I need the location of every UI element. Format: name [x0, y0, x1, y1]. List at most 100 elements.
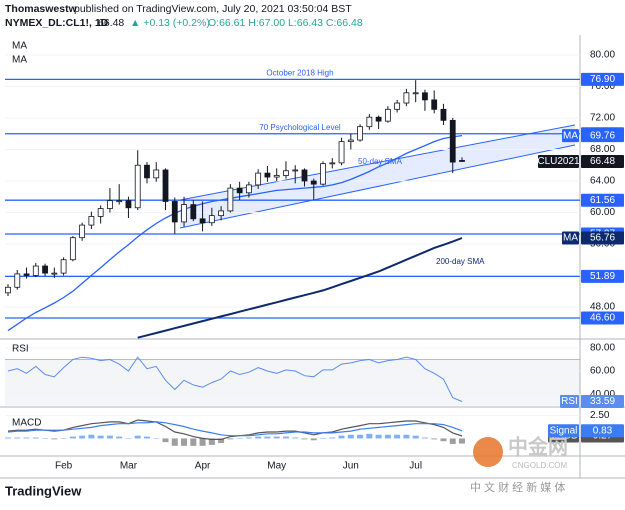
macd-histogram-bar — [301, 438, 308, 440]
macd-histogram-bar — [245, 437, 252, 439]
level-price-label-box — [581, 193, 624, 207]
trend-line — [179, 124, 576, 201]
macd-histogram-bar — [421, 437, 428, 439]
candle-body — [292, 169, 299, 172]
plot-layer: 48.0052.0056.0060.0064.0068.0072.0076.00… — [5, 41, 624, 472]
y-tick-label: 80.00 — [590, 50, 615, 61]
x-tick-label: Apr — [195, 461, 211, 472]
candle-body — [403, 92, 410, 104]
macd-histogram-bar — [449, 438, 456, 444]
last-price-label-box — [581, 154, 624, 168]
macd-histogram-bar — [125, 438, 132, 439]
candle-body — [227, 187, 234, 212]
y-tick-label: 72.00 — [590, 113, 615, 124]
moving-average — [137, 237, 463, 339]
author: Thomaswestw — [5, 3, 78, 15]
candle-body — [431, 99, 438, 110]
rsi-band — [5, 359, 580, 406]
last-price-label: 66.48 — [590, 156, 615, 167]
candle-body — [199, 218, 206, 224]
candle-body — [116, 200, 123, 203]
watermark-tagline: 中 文 财 经 新 媒 体 — [470, 480, 565, 494]
series-price-label: 56.76 — [590, 233, 615, 244]
candle-body — [125, 200, 132, 209]
symbol: NYMEX_DL:CL1!, 1D — [5, 17, 109, 29]
macd-histogram-bar — [218, 438, 225, 444]
last-price: 66.48 — [98, 17, 124, 29]
x-tick-label: May — [267, 461, 286, 472]
series-name-label: Signal — [550, 425, 578, 436]
candle-body — [171, 201, 178, 223]
candle-body — [301, 169, 308, 182]
change: ▲ +0.13 (+0.2%) — [130, 17, 210, 29]
macd-histogram-bar — [384, 434, 391, 439]
candle-body — [245, 184, 252, 194]
macd-histogram-bar — [431, 438, 438, 440]
y-tick-label: 64.00 — [590, 176, 615, 187]
macd-histogram-bar — [32, 437, 39, 439]
candle-body — [88, 216, 95, 226]
macd-histogram-bar — [357, 434, 364, 439]
footer-logo: TradingView — [5, 483, 82, 498]
candle-body — [134, 164, 141, 209]
macd-histogram-bar — [264, 436, 271, 439]
candle-body — [320, 163, 326, 185]
macd-histogram-bar — [134, 435, 141, 439]
watermark-brand: 中金网 — [508, 434, 568, 458]
macd-histogram-bar — [106, 435, 113, 439]
macd-histogram-bar — [282, 436, 289, 439]
candle-body — [181, 204, 187, 223]
macd-histogram-bar — [440, 438, 447, 442]
candle-body — [422, 92, 428, 101]
macd-histogram-bar — [69, 436, 76, 439]
level-price-label: 76.90 — [590, 74, 615, 85]
level-price-label-box — [581, 311, 624, 325]
level-annotation: 70 Psychological Level — [259, 123, 341, 132]
candle-body — [97, 208, 104, 217]
level-annotation: October 2018 High — [266, 69, 333, 78]
macd-histogram-bar — [153, 438, 160, 439]
macd-histogram-bar — [255, 436, 262, 439]
macd-histogram-bar — [329, 437, 336, 439]
series-name-label-box — [548, 424, 579, 438]
level-price-label-box — [581, 269, 624, 283]
symbol-label: CLU2021 — [537, 156, 580, 167]
macd-histogram-bar — [116, 436, 123, 439]
macd-histogram-bar — [208, 438, 215, 445]
macd-histogram-bar — [292, 437, 299, 439]
candle-body — [14, 273, 21, 288]
moving-average — [7, 134, 463, 332]
series-name-label: MA — [563, 233, 578, 244]
series-name-label-box — [562, 231, 579, 245]
y-tick-label: 60.00 — [590, 207, 615, 218]
macd-histogram-bar — [79, 435, 86, 439]
rsi-line — [7, 356, 463, 402]
candle-body — [42, 265, 48, 274]
macd-histogram-bar — [190, 438, 197, 446]
series-value-label: 33.59 — [590, 396, 615, 407]
x-tick-label: Mar — [120, 461, 138, 472]
candle-body — [283, 170, 289, 176]
macd-histogram-bar — [394, 434, 401, 439]
trend-channel — [180, 125, 575, 228]
candle-body — [357, 126, 363, 141]
y-tick-label: 76.00 — [590, 81, 615, 92]
candle-body — [32, 265, 39, 276]
series-value-label-box — [581, 395, 624, 409]
candle-body — [394, 102, 401, 110]
x-tick-label: Feb — [55, 461, 73, 472]
series-name-label: MA — [563, 130, 578, 141]
macd-histogram-bar — [60, 438, 67, 439]
y-tick-label: 68.00 — [590, 144, 615, 155]
level-price-label: 51.89 — [590, 271, 615, 282]
series-price-label: 69.76 — [590, 130, 615, 141]
y-tick-label: 60.00 — [590, 366, 615, 377]
candle-body — [208, 215, 215, 224]
candle-body — [459, 160, 465, 162]
ohlc: O:66.61 H:67.00 L:66.43 C:66.48 — [208, 17, 363, 29]
macd-histogram-bar — [227, 438, 234, 440]
macd-histogram-bar — [403, 434, 410, 439]
macd-histogram-bar — [338, 435, 345, 439]
macd-histogram-bar — [51, 438, 58, 440]
